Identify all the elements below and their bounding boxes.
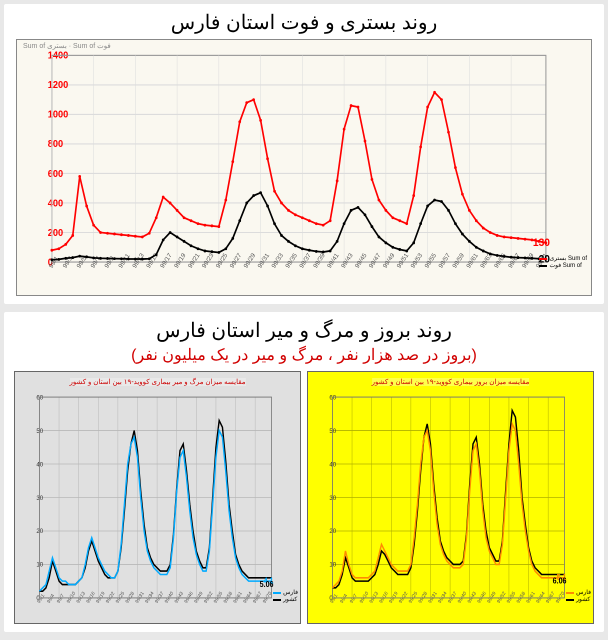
legend-item-black-l: کشور	[566, 596, 591, 603]
svg-text:99/43: 99/43	[340, 252, 355, 270]
svg-text:200: 200	[48, 228, 63, 239]
svg-text:99/4: 99/4	[339, 593, 349, 605]
legend-item-black: فوت Sum of	[539, 262, 587, 269]
svg-text:99/21: 99/21	[187, 252, 202, 270]
legend-label-red: بستری Sum of	[549, 255, 587, 262]
svg-text:99/53: 99/53	[410, 252, 425, 270]
svg-text:99/19: 99/19	[173, 252, 188, 270]
legend-item-blue: فارس	[273, 589, 298, 596]
svg-text:99/7: 99/7	[349, 593, 359, 605]
svg-text:50: 50	[36, 428, 43, 435]
top-chart-panel: روند بستری و فوت استان فارس Sum of بستری…	[4, 4, 604, 304]
legend-label-blue: فارس	[283, 589, 298, 596]
svg-text:99/57: 99/57	[438, 252, 453, 270]
svg-text:99/15: 99/15	[145, 252, 160, 270]
svg-text:10: 10	[36, 561, 43, 568]
svg-text:99/25: 99/25	[215, 252, 230, 270]
svg-text:40: 40	[36, 461, 43, 468]
legend-label-black: فوت Sum of	[549, 262, 581, 269]
legend-swatch-blue	[273, 592, 281, 594]
svg-text:99/4: 99/4	[46, 593, 56, 605]
svg-text:99/7: 99/7	[56, 593, 66, 605]
svg-text:99/31: 99/31	[257, 252, 272, 270]
bottom-left-title: مقایسه میزان بروز بیماری کووید-۱۹ بین اس…	[372, 378, 530, 386]
legend-label-black-r: کشور	[283, 596, 297, 603]
legend-item-red: بستری Sum of	[539, 255, 587, 262]
bottom-right-chart: مقایسه میزان مرگ و میر بیماری کووید-۱۹ ب…	[14, 371, 301, 624]
svg-text:60: 60	[36, 394, 43, 401]
svg-text:400: 400	[48, 198, 63, 209]
bottom-right-svg: 010203040506099/199/499/799/1099/1399/16…	[15, 372, 300, 623]
svg-text:60: 60	[329, 394, 336, 401]
svg-text:99/69: 99/69	[521, 252, 536, 270]
bottom-right-legend: فارس کشور	[273, 589, 298, 603]
svg-text:99/17: 99/17	[159, 252, 174, 270]
legend-label-orange: فارس	[576, 589, 591, 596]
bottom-left-svg: 010203040506099/199/499/799/1099/1399/16…	[308, 372, 593, 623]
legend-swatch-black-r	[273, 599, 281, 601]
svg-text:99/35: 99/35	[284, 252, 299, 270]
svg-text:99/27: 99/27	[229, 252, 244, 270]
chart-meta-label: Sum of بستری · Sum of فوت	[23, 42, 111, 50]
legend-swatch-red	[539, 258, 547, 260]
svg-text:20: 20	[329, 528, 336, 535]
svg-text:99/67: 99/67	[507, 252, 522, 270]
svg-text:40: 40	[329, 461, 336, 468]
svg-text:10: 10	[329, 561, 336, 568]
svg-text:6.06: 6.06	[553, 576, 567, 585]
top-chart-legend: بستری Sum of فوت Sum of	[539, 255, 587, 269]
svg-text:99/39: 99/39	[312, 252, 327, 270]
bottom-left-chart: مقایسه میزان بروز بیماری کووید-۱۹ بین اس…	[307, 371, 594, 624]
svg-text:99/29: 99/29	[243, 252, 258, 270]
svg-text:99/13: 99/13	[131, 252, 146, 270]
svg-text:20: 20	[36, 528, 43, 535]
bottom-right-title: مقایسه میزان مرگ و میر بیماری کووید-۱۹ ب…	[69, 378, 245, 386]
legend-item-orange: فارس	[566, 589, 591, 596]
svg-text:99/45: 99/45	[354, 252, 369, 270]
svg-text:99/11: 99/11	[117, 252, 131, 270]
top-chart-area: Sum of بستری · Sum of فوت 02004006008001…	[16, 39, 592, 296]
top-chart-svg: 020040060080010001200140099/199/399/599/…	[17, 40, 591, 295]
svg-text:5.06: 5.06	[260, 580, 274, 589]
svg-text:99/47: 99/47	[368, 252, 383, 270]
svg-text:600: 600	[48, 168, 63, 179]
svg-text:1200: 1200	[48, 80, 68, 91]
bottom-chart-row: مقایسه میزان بروز بیماری کووید-۱۹ بین اس…	[4, 371, 604, 632]
svg-text:99/23: 99/23	[201, 252, 216, 270]
svg-text:30: 30	[36, 495, 43, 502]
bottom-title: روند بروز و مرگ و میر استان فارس	[4, 312, 604, 345]
svg-text:130: 130	[533, 237, 550, 249]
svg-text:99/37: 99/37	[298, 252, 313, 270]
top-chart-title: روند بستری و فوت استان فارس	[4, 4, 604, 37]
svg-text:30: 30	[329, 495, 336, 502]
svg-text:99/41: 99/41	[326, 252, 341, 270]
svg-text:1000: 1000	[48, 109, 68, 120]
bottom-panel: روند بروز و مرگ و میر استان فارس (بروز د…	[4, 312, 604, 632]
legend-label-black-l: کشور	[576, 596, 590, 603]
legend-swatch-orange	[566, 592, 574, 594]
legend-item-black-r: کشور	[273, 596, 298, 603]
legend-swatch-black-l	[566, 599, 574, 601]
svg-text:99/33: 99/33	[271, 252, 286, 270]
svg-text:99/55: 99/55	[424, 252, 439, 270]
bottom-subtitle: (بروز در صد هزار نفر ، مرگ و میر در یک م…	[4, 345, 604, 371]
svg-text:800: 800	[48, 139, 63, 150]
legend-swatch-black	[539, 265, 547, 267]
svg-text:99/59: 99/59	[451, 252, 466, 270]
bottom-left-legend: فارس کشور	[566, 589, 591, 603]
svg-text:99/51: 99/51	[396, 252, 411, 270]
svg-text:99/61: 99/61	[465, 252, 480, 270]
svg-text:99/49: 99/49	[382, 252, 397, 270]
svg-text:1400: 1400	[48, 50, 68, 61]
svg-text:50: 50	[329, 428, 336, 435]
